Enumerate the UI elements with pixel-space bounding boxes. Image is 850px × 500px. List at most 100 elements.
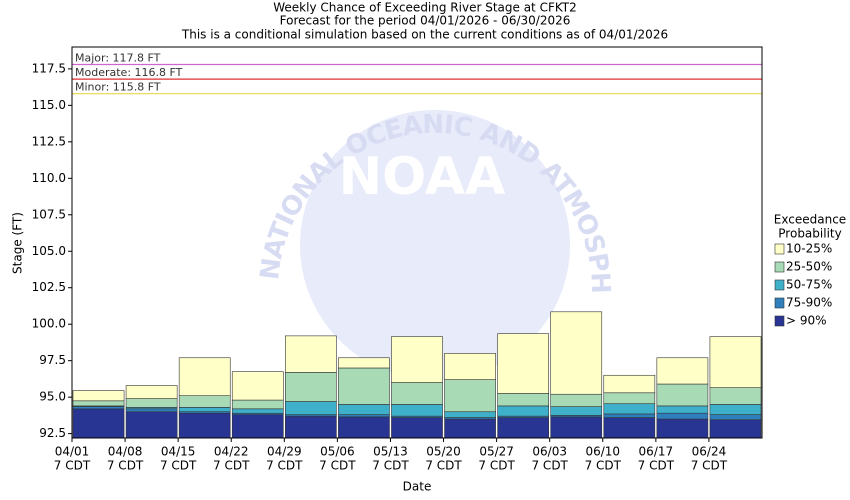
threshold-label: Minor: 115.8 FT: [75, 81, 161, 94]
bar-segment: [338, 357, 390, 369]
legend-swatch: [774, 297, 785, 309]
threshold-label: Moderate: 116.8 FT: [75, 66, 183, 79]
x-tick-sublabel: 7 CDT: [531, 459, 568, 473]
y-tick-label: 105.0: [32, 244, 66, 258]
y-tick-label: 102.5: [32, 280, 66, 294]
bar-segment: [603, 374, 656, 394]
bar-segment: [603, 413, 656, 418]
x-tick-label: 05/06: [320, 445, 355, 459]
y-tick-label: 100.0: [32, 317, 66, 331]
legend-swatch: [774, 315, 785, 327]
legend-label: > 90%: [786, 314, 827, 328]
bar-segment: [656, 383, 709, 407]
bar-segment: [391, 382, 443, 405]
bar-segment: [338, 414, 390, 418]
bar-segment: [497, 405, 549, 417]
x-tick-label: 05/13: [373, 445, 408, 459]
y-tick-label: 97.5: [39, 353, 66, 367]
x-tick-sublabel: 7 CDT: [425, 459, 462, 473]
legend-swatch: [774, 243, 785, 255]
legend-swatch: [774, 261, 785, 273]
x-tick-label: 05/27: [479, 445, 514, 459]
x-tick-sublabel: 7 CDT: [691, 459, 728, 473]
bar-segment: [391, 336, 443, 383]
bar-segment: [603, 392, 656, 405]
y-tick-label: 117.5: [32, 61, 66, 75]
threshold-label: Major: 117.8 FT: [75, 52, 161, 65]
bar-segment: [656, 418, 709, 439]
y-tick-label: 110.0: [32, 171, 66, 185]
bar-segment: [231, 408, 284, 414]
y-tick-label: 107.5: [32, 207, 66, 221]
x-tick-label: 04/01: [55, 445, 90, 459]
x-tick-sublabel: 7 CDT: [478, 459, 515, 473]
bar-segment: [709, 387, 762, 405]
x-tick-sublabel: 7 CDT: [54, 459, 91, 473]
bar-segment: [231, 414, 284, 439]
bar-segment: [178, 407, 231, 413]
bar-segment: [391, 404, 443, 417]
bar-segment: [497, 393, 549, 407]
x-tick-label: 06/03: [532, 445, 567, 459]
bar-segment: [72, 406, 125, 410]
bar-segment: [231, 399, 284, 410]
legend-label: 75-90%: [786, 296, 832, 310]
bar-segment: [603, 403, 656, 415]
chart-subtitle: Forecast for the period 04/01/2026 - 06/…: [280, 14, 571, 28]
bar-segment: [338, 404, 390, 415]
bar-segment: [444, 411, 496, 418]
x-tick-sublabel: 7 CDT: [160, 459, 197, 473]
x-tick-label: 06/10: [585, 445, 620, 459]
plot-frame: [71, 46, 763, 439]
chart-title: Weekly Chance of Exceeding River Stage a…: [273, 1, 577, 15]
bar-segment: [550, 406, 603, 416]
chart-subtitle: This is a conditional simulation based o…: [181, 28, 668, 42]
bar-segment: [285, 335, 337, 373]
x-tick-sublabel: 7 CDT: [585, 459, 622, 473]
bar-segment: [125, 411, 178, 439]
bar-segment: [72, 408, 125, 439]
bar-segment: [709, 414, 762, 421]
x-tick-label: 04/15: [161, 445, 196, 459]
watermark-text: NOAA: [339, 147, 506, 207]
bar-segment: [497, 333, 549, 394]
bar-segment: [656, 405, 709, 414]
bar-segment: [338, 367, 390, 405]
legend-label: 10-25%: [786, 242, 832, 256]
x-tick-sublabel: 7 CDT: [372, 459, 409, 473]
y-tick-label: 115.0: [32, 98, 66, 112]
bar-segment: [497, 417, 549, 439]
bar-segment: [178, 357, 231, 396]
x-tick-label: 05/20: [426, 445, 461, 459]
legend-title: Exceedance: [774, 213, 846, 227]
bar-segment: [285, 372, 337, 402]
x-tick-sublabel: 7 CDT: [266, 459, 303, 473]
bar-segment: [444, 418, 496, 439]
x-tick-sublabel: 7 CDT: [107, 459, 144, 473]
bar-segment: [125, 408, 178, 413]
x-tick-label: 06/17: [639, 445, 674, 459]
y-tick-label: 95.0: [39, 390, 66, 404]
watermark-disc: [300, 110, 570, 380]
bar-segment: [656, 412, 709, 420]
x-tick-label: 04/22: [214, 445, 249, 459]
bar-segment: [656, 357, 709, 385]
legend-label: 25-50%: [786, 260, 832, 274]
x-tick-sublabel: 7 CDT: [213, 459, 250, 473]
x-tick-sublabel: 7 CDT: [638, 459, 675, 473]
legend-label: 50-75%: [786, 278, 832, 292]
bar-segment: [178, 395, 231, 408]
bar-segment: [709, 404, 762, 415]
bar-segment: [603, 417, 656, 439]
x-tick-label: 04/29: [267, 445, 302, 459]
legend-title: Probability: [778, 227, 841, 241]
x-axis-label: Date: [403, 480, 432, 494]
bar-segment: [178, 412, 231, 439]
bar-segment: [550, 393, 603, 407]
x-tick-sublabel: 7 CDT: [319, 459, 356, 473]
bar-segment: [72, 400, 125, 407]
bar-segment: [125, 398, 178, 408]
bar-segment: [709, 336, 762, 388]
y-tick-label: 92.5: [39, 426, 66, 440]
